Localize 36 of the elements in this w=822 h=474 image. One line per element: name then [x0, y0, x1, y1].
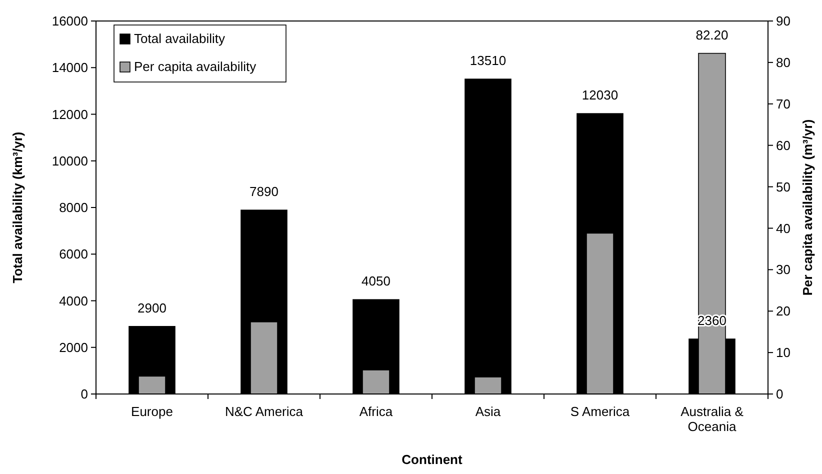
x-tick-label: Africa: [359, 404, 394, 419]
x-tick-label: N&C America: [224, 404, 304, 419]
y-tick-label: 0: [80, 386, 88, 402]
y2-tick-label: 90: [776, 14, 790, 29]
y2-axis-title: Per capita availability (m³/yr): [800, 119, 815, 296]
y2-tick-label: 10: [776, 345, 790, 360]
y2-tick-label: 40: [776, 220, 790, 236]
y-tick-label: 4000: [59, 293, 88, 308]
y2-tick-label: 30: [776, 262, 790, 278]
x-tick-label: S America: [570, 404, 630, 419]
y2-tick-label: 80: [776, 54, 790, 70]
x-tick-label: Australia & Oceania: [680, 404, 744, 434]
y-tick-label: 2000: [59, 340, 88, 355]
y2-tick-label: 50: [776, 179, 790, 194]
data-label: 4050: [362, 274, 390, 289]
y2-tick-label: 0: [776, 386, 784, 402]
x-tick-label: Asia: [475, 404, 502, 419]
y2-tick-label: 70: [776, 96, 790, 112]
y2-tick-label: 20: [776, 304, 790, 319]
y-axis-title: Total availability (km³/yr): [10, 132, 25, 284]
data-label: 7890: [250, 184, 278, 200]
legend-label: Total availability: [134, 31, 226, 46]
y-tick-label: 14000: [52, 60, 88, 76]
y-tick-label: 10000: [52, 153, 88, 168]
y-tick-label: 12000: [52, 106, 88, 122]
y2-tick-label: 60: [776, 138, 790, 153]
legend-label: Per capita availability: [134, 59, 257, 74]
y-tick-label: 16000: [52, 14, 88, 29]
x-axis-title: Continent: [402, 452, 463, 467]
y-tick-label: 6000: [59, 246, 88, 262]
data-label: 13510: [470, 53, 506, 68]
data-label: 2900: [138, 300, 166, 316]
y-tick-label: 8000: [59, 200, 88, 216]
x-tick-label: Europe: [131, 404, 173, 419]
data-label: 12030: [582, 88, 618, 103]
data-label: 82.20: [696, 27, 728, 42]
